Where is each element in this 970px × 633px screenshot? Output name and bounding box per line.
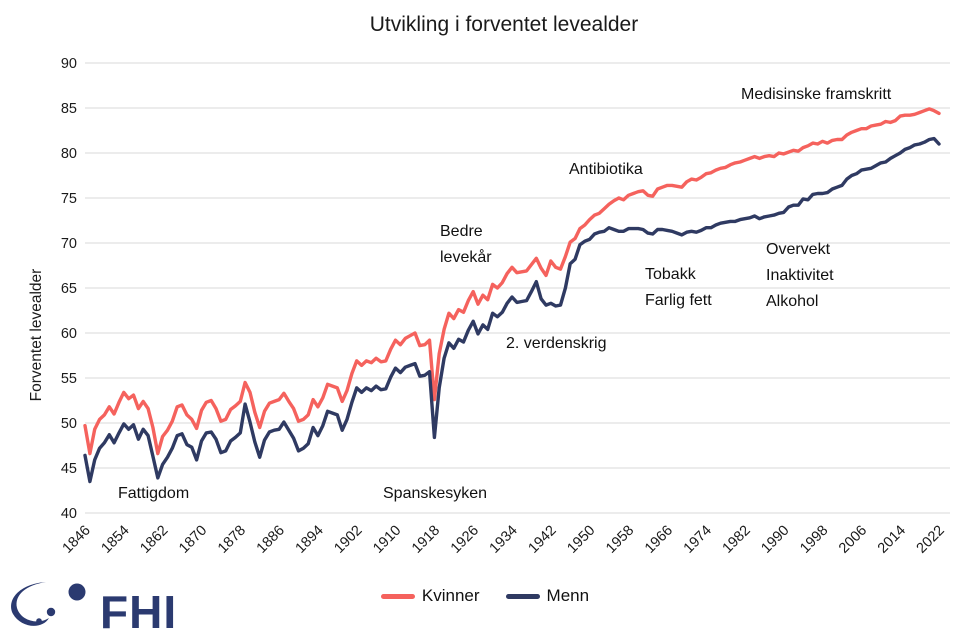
- x-tick-label: 1918: [409, 523, 443, 557]
- legend-item-menn: Menn: [505, 586, 590, 606]
- x-tick-label: 1966: [642, 523, 676, 557]
- fhi-logo-icon: FHI: [11, 582, 177, 633]
- y-tick-label: 65: [61, 281, 77, 297]
- fhi-logo: FHI: [4, 577, 204, 633]
- legend-label-kvinner: Kvinner: [421, 586, 480, 605]
- x-tick-label: 1950: [564, 523, 598, 557]
- x-tick-label: 1990: [758, 523, 792, 557]
- x-tick-label: 1910: [370, 523, 404, 557]
- x-tick-label: 2014: [875, 523, 909, 557]
- legend-label-menn: Menn: [546, 586, 590, 605]
- legend-item-kvinner: Kvinner: [380, 586, 480, 606]
- y-tick-label: 90: [61, 56, 77, 72]
- x-tick-label: 1862: [137, 523, 171, 557]
- x-tick-label: 1934: [487, 523, 521, 557]
- y-tick-label: 50: [61, 416, 77, 432]
- y-tick-label: 80: [61, 146, 77, 162]
- y-tick-label: 55: [61, 371, 77, 387]
- y-tick-label: 60: [61, 326, 77, 342]
- y-tick-label: 75: [61, 191, 77, 207]
- menn-line: [83, 136, 941, 484]
- y-tick-label: 70: [61, 236, 77, 252]
- x-tick-label: 1998: [797, 523, 831, 557]
- logo-head-dot: [68, 583, 86, 601]
- x-tick-label: 2006: [836, 523, 870, 557]
- logo-swoosh: [11, 582, 49, 626]
- menn-line-swatch: [505, 593, 540, 599]
- y-tick-label: 45: [61, 461, 77, 477]
- x-tick-label: 2022: [914, 523, 948, 557]
- kvinner-line-swatch: [380, 593, 415, 599]
- x-tick-label: 1894: [293, 523, 327, 557]
- x-tick-label: 1878: [215, 523, 249, 557]
- chart-title: Utvikling i forventet levealder: [369, 13, 639, 36]
- x-tick-label: 1902: [331, 523, 365, 557]
- chart-legend: Kvinner Menn: [0, 586, 970, 606]
- logo-small-dot-1: [46, 607, 56, 617]
- x-tick-label: 1854: [99, 523, 133, 557]
- y-tick-label: 40: [61, 506, 77, 522]
- x-tick-label: 1974: [681, 523, 715, 557]
- kvinner-line: [83, 107, 941, 456]
- logo-small-dot-2: [36, 618, 42, 624]
- fhi-logo-text: FHI: [100, 586, 177, 633]
- x-tick-label: 1982: [720, 523, 754, 557]
- x-tick-label: 1846: [60, 523, 94, 557]
- x-tick-label: 1926: [448, 523, 482, 557]
- x-tick-label: 1886: [254, 523, 288, 557]
- x-tick-label: 1958: [603, 523, 637, 557]
- x-tick-label: 1942: [526, 523, 560, 557]
- y-tick-label: 85: [61, 101, 77, 117]
- x-tick-label: 1870: [176, 523, 210, 557]
